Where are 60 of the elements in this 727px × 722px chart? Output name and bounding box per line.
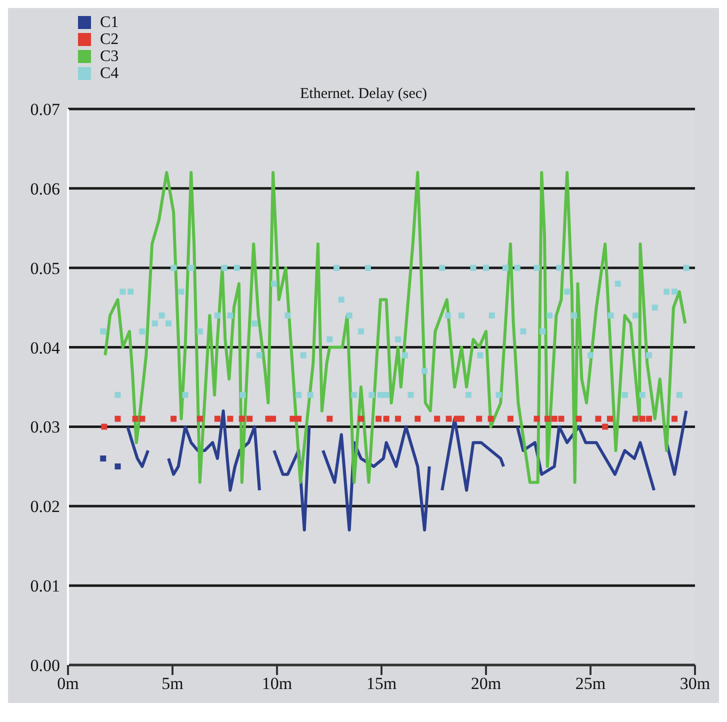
x-tick-label: 5m — [162, 674, 184, 694]
point — [558, 416, 564, 422]
point — [395, 416, 402, 422]
point — [488, 416, 494, 422]
point — [383, 416, 390, 422]
point — [434, 416, 440, 422]
point — [101, 424, 108, 430]
point — [270, 416, 276, 422]
y-tick-label: 0.07 — [30, 100, 60, 120]
point — [602, 424, 608, 430]
legend-label: C2 — [100, 30, 119, 48]
point — [672, 416, 678, 422]
legend-label: C3 — [100, 48, 119, 66]
point — [507, 416, 514, 422]
point — [139, 416, 146, 422]
point — [296, 416, 302, 422]
y-tick-label: 0.01 — [30, 576, 60, 596]
y-tick-label: 0.03 — [30, 418, 60, 437]
line-series — [104, 171, 687, 484]
point — [551, 416, 558, 422]
x-tick-label: 25m — [575, 674, 606, 694]
point — [632, 416, 638, 422]
point — [376, 416, 382, 422]
x-tick-label: 20m — [470, 674, 502, 694]
point — [544, 416, 550, 422]
y-tick-label: 0.04 — [30, 338, 60, 358]
point — [534, 416, 540, 422]
point — [326, 416, 333, 422]
point — [358, 416, 364, 422]
point — [196, 416, 203, 422]
x-tick-label: 0m — [57, 674, 79, 694]
legend-label: C1 — [100, 14, 119, 32]
point — [170, 416, 177, 422]
point — [238, 416, 245, 422]
y-tick-label: 0.06 — [30, 179, 60, 198]
x-tick-label: 15m — [366, 674, 397, 694]
point — [414, 416, 421, 422]
point — [606, 416, 613, 422]
point — [214, 416, 220, 422]
chart-title: Ethernet. Delay (sec) — [300, 86, 428, 102]
y-tick-label: 0.00 — [30, 656, 60, 676]
point — [246, 416, 253, 422]
y-tick-label: 0.02 — [30, 497, 60, 516]
point — [476, 416, 482, 422]
point — [132, 416, 138, 422]
point — [639, 416, 646, 422]
point — [114, 463, 121, 470]
x-tick-label: 10m — [262, 674, 292, 694]
point — [227, 416, 234, 422]
point — [646, 416, 652, 422]
point — [100, 455, 106, 462]
x-tick-label: 30m — [680, 674, 710, 694]
point — [114, 416, 121, 422]
point — [595, 416, 602, 422]
y-tick-label: 0.05 — [30, 258, 60, 278]
point — [290, 416, 296, 422]
point — [576, 416, 582, 422]
point — [446, 416, 452, 422]
point — [458, 416, 465, 422]
legend-label: C4 — [100, 64, 119, 82]
